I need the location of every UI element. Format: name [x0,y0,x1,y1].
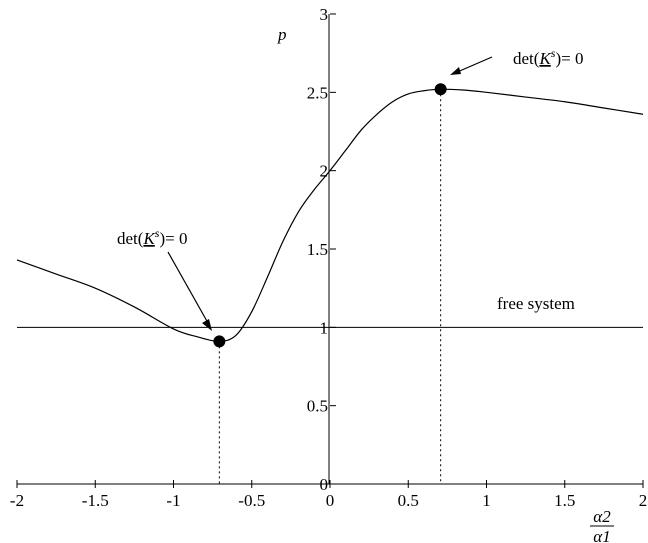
x-tick-label: -2 [10,491,24,510]
y-tick-label: 2.5 [307,83,328,102]
x-label-denominator: α1 [593,527,610,543]
series-line [16,88,644,343]
y-tick-label: 1 [320,318,329,337]
annotation-lower-text: det(Ks)= 0 [117,226,187,248]
x-tick-label: -0.5 [238,491,265,510]
x-tick-label: 0.5 [398,491,419,510]
det-zero-point [434,83,447,96]
x-tick-label: -1 [166,491,180,510]
x-label-numerator: α2 [593,507,611,526]
y-tick-label: 3 [320,5,329,24]
x-tick-label: 0 [326,491,335,510]
x-tick-label: -1.5 [82,491,109,510]
annotation-upper-arrowhead [450,67,461,75]
annotation-lower: det(Ks)= 0 [117,226,212,331]
det-zero-point [213,335,226,348]
y-tick-label: 0.5 [307,397,328,416]
annotation-upper-text: det(Ks)= 0 [513,46,583,68]
y-ticks: 0 0.5 1 1.5 2 2.5 3 [307,5,336,494]
annotation-lower-arrowhead [202,319,212,331]
x-ticks: -2 -1.5 -1 -0.5 0 0.5 1 1.5 2 [10,480,647,510]
y-axis-label: p [277,25,287,44]
x-tick-label: 1 [482,491,491,510]
x-axis-label: α2 α1 [590,507,614,543]
marked-points [213,83,447,348]
y-tick-label: 1.5 [307,240,328,259]
guide-lines [218,89,442,484]
x-tick-label: 2 [639,491,648,510]
annotation-lower-arrow [167,251,209,324]
annotation-upper-arrow [454,56,493,74]
free-system-label: free system [497,294,575,313]
y-tick-label: 0 [320,475,329,494]
annotation-upper: det(Ks)= 0 [450,46,583,75]
y-tick-label: 2 [320,162,329,181]
x-tick-label: 1.5 [554,491,575,510]
